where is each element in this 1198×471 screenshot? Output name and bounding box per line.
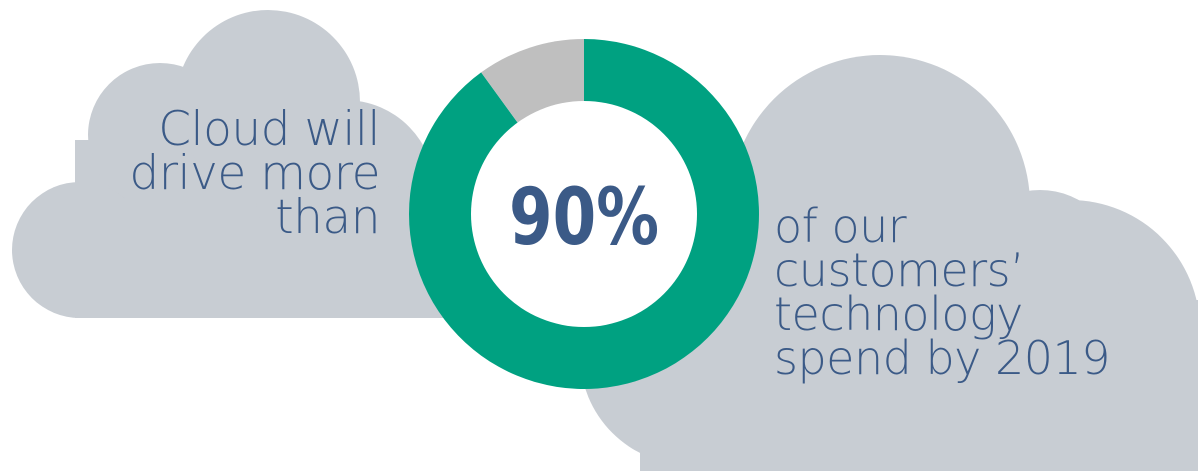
caption-right-line: spend by 2019 [774, 331, 1111, 385]
donut-center [471, 101, 697, 327]
caption-left-line: drive more [129, 146, 380, 201]
caption-right-line: technology [774, 287, 1023, 341]
right-cloud [580, 55, 1198, 471]
caption-right: of our customers’ technology spend by 20… [774, 199, 1194, 385]
caption-right-line: of our [774, 199, 907, 253]
donut-center-label: 90% [509, 173, 659, 263]
caption-right-line: customers’ [774, 243, 1025, 297]
caption-left-line: Cloud will [158, 102, 380, 157]
caption-left: Cloud will drive more than [60, 102, 380, 245]
caption-left-line: than [275, 190, 380, 245]
